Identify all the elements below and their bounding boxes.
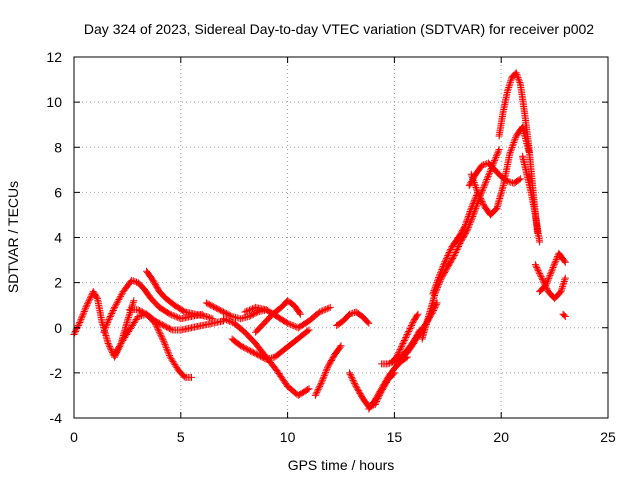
y-tick-label: 8	[54, 139, 62, 155]
series-points	[559, 310, 569, 320]
series-points	[333, 308, 373, 329]
y-tick-label: 6	[54, 184, 62, 200]
series-track-12	[333, 308, 373, 329]
series-track-2	[100, 276, 206, 336]
y-tick-label: -4	[50, 410, 63, 426]
x-tick-label: 5	[177, 429, 185, 445]
series-track-19	[429, 188, 482, 298]
series-points	[536, 249, 569, 296]
series-points	[429, 188, 482, 298]
series-track-23	[519, 152, 544, 246]
y-tick-label: 12	[46, 49, 62, 65]
y-tick-label: 0	[54, 320, 62, 336]
x-axis-label: GPS time / hours	[288, 457, 395, 473]
series-track-8	[228, 326, 313, 363]
series-points	[388, 310, 422, 366]
series-points	[252, 297, 304, 336]
y-tick-labels: -4 -2 0 2 4 6 8 10 12	[46, 49, 62, 426]
x-tick-label: 20	[493, 429, 509, 445]
series-points	[397, 299, 441, 363]
series-track-18	[418, 146, 503, 343]
series-track-17	[397, 299, 441, 363]
series-points	[100, 276, 206, 336]
series-track-26	[559, 310, 569, 320]
series-points	[228, 326, 313, 363]
y-tick-label: -2	[50, 365, 63, 381]
series-points	[126, 306, 227, 334]
series-points	[202, 299, 270, 323]
y-tick-label: 2	[54, 275, 62, 291]
series-track-7	[220, 315, 313, 399]
series-track-11	[311, 342, 345, 399]
series-track-3	[143, 267, 217, 323]
chart-title: Day 324 of 2023, Sidereal Day-to-day VTE…	[84, 21, 594, 37]
series-points	[311, 342, 345, 399]
gridlines	[74, 57, 608, 418]
x-tick-label: 10	[280, 429, 296, 445]
x-tick-label: 15	[387, 429, 403, 445]
series-points	[220, 315, 313, 399]
series-points	[418, 146, 503, 343]
series-track-5	[126, 306, 227, 334]
y-axis-label: SDTVAR / TECUs	[5, 181, 21, 293]
series-points	[143, 267, 217, 323]
y-tick-label: 4	[54, 230, 62, 246]
series-track-6	[202, 299, 270, 323]
data-points	[70, 69, 569, 413]
axis-ticks	[73, 56, 609, 419]
series-points	[519, 152, 544, 246]
y-tick-label: 10	[46, 94, 62, 110]
series-track-25	[536, 249, 569, 296]
x-tick-label: 0	[70, 429, 78, 445]
x-tick-labels: 0 5 10 15 20 25	[70, 429, 616, 445]
x-tick-label: 25	[600, 429, 616, 445]
series-track-16	[388, 310, 422, 366]
series-track-10	[252, 297, 304, 336]
